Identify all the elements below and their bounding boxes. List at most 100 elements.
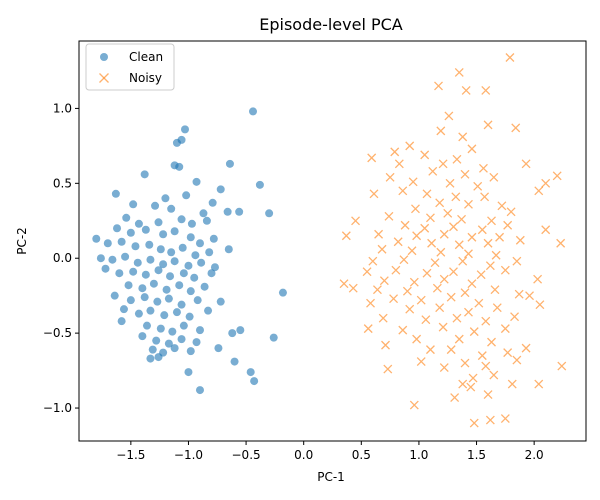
noisy-point <box>477 225 487 235</box>
noisy-point <box>556 238 566 248</box>
noisy-point <box>378 313 388 323</box>
noisy-point <box>362 267 372 277</box>
clean-point <box>113 224 122 233</box>
clean-point <box>184 261 193 270</box>
noisy-point <box>500 265 510 275</box>
clean-point <box>195 239 204 248</box>
clean-point <box>117 317 126 326</box>
noisy-point <box>409 400 419 410</box>
clean-point <box>185 312 194 321</box>
noisy-point <box>416 357 426 367</box>
noisy-point <box>436 247 446 257</box>
clean-point <box>172 138 181 147</box>
clean-point <box>159 260 168 269</box>
x-tick-label: 0.0 <box>294 448 313 462</box>
clean-point <box>192 338 201 347</box>
plot-frame <box>78 40 587 442</box>
noisy-point <box>491 250 501 260</box>
clean-point <box>153 297 162 306</box>
clean-point <box>166 272 175 281</box>
noisy-point <box>394 159 404 169</box>
clean-point <box>146 306 155 315</box>
noisy-point <box>525 291 534 301</box>
clean-point <box>186 347 195 356</box>
noisy-point <box>460 169 470 179</box>
clean-point <box>115 269 124 278</box>
noisy-point <box>381 340 390 350</box>
noisy-point <box>408 177 418 187</box>
noisy-point <box>458 379 468 389</box>
clean-point <box>142 321 151 330</box>
noisy-point <box>477 351 487 361</box>
clean-point <box>159 230 168 239</box>
clean-point <box>160 311 169 320</box>
noisy-point <box>483 120 493 130</box>
clean-point <box>202 216 211 225</box>
clean-point <box>131 242 140 251</box>
clean-point <box>184 368 193 377</box>
noisy-point <box>454 240 464 250</box>
noisy-point <box>500 414 510 423</box>
legend: Clean Noisy <box>85 43 175 91</box>
clean-point <box>208 198 217 207</box>
clean-point <box>193 296 202 305</box>
clean-point <box>177 300 186 309</box>
noisy-point <box>473 181 483 191</box>
clean-point <box>191 251 200 260</box>
clean-point <box>140 170 149 179</box>
noisy-point <box>487 337 496 347</box>
clean-point <box>164 294 173 303</box>
noisy-point <box>435 198 445 208</box>
noisy-point <box>557 361 567 371</box>
noisy-point <box>430 258 440 268</box>
clean-point <box>141 270 150 279</box>
noisy-point <box>476 270 486 280</box>
noisy-point <box>439 229 449 239</box>
noisy-point <box>412 334 422 344</box>
clean-point <box>236 326 245 335</box>
x-tick-label: −1.5 <box>116 448 145 462</box>
noisy-point <box>460 288 470 298</box>
clean-point <box>129 200 138 209</box>
noisy-point <box>541 225 551 235</box>
clean-point <box>190 273 199 282</box>
noisy-point <box>348 283 358 293</box>
clean-point <box>117 237 126 246</box>
noisy-point <box>533 274 543 284</box>
clean-point <box>186 233 195 242</box>
x-tick-label: 1.0 <box>409 448 428 462</box>
y-tick-label: 0.5 <box>53 176 72 190</box>
clean-point <box>149 279 158 288</box>
noisy-point <box>467 279 477 289</box>
noisy-point <box>363 324 373 334</box>
noisy-point <box>458 256 468 266</box>
noisy-point <box>512 355 522 365</box>
legend-noisy-marker <box>99 73 109 83</box>
clean-point <box>210 263 219 272</box>
clean-point <box>177 215 186 224</box>
noisy-point <box>444 111 454 121</box>
noisy-point <box>454 334 464 344</box>
clean-point <box>138 284 147 293</box>
noisy-point <box>436 126 446 136</box>
x-tick-label: 0.5 <box>352 448 371 462</box>
noisy-point <box>412 231 422 241</box>
clean-point <box>170 257 179 266</box>
noisy-point <box>389 294 399 304</box>
noisy-point <box>454 68 464 77</box>
noisy-point <box>552 171 562 181</box>
noisy-point <box>339 279 349 289</box>
noisy-point <box>485 415 495 425</box>
clean-point <box>145 240 154 249</box>
clean-point <box>126 296 135 305</box>
noisy-point <box>427 238 437 248</box>
noisy-point <box>469 327 479 337</box>
clean-point <box>119 305 128 314</box>
noisy-point <box>466 382 476 392</box>
clean-point <box>186 287 195 296</box>
clean-point <box>200 282 209 291</box>
clean-point <box>209 234 218 243</box>
noisy-point <box>490 285 500 295</box>
clean-point <box>121 252 130 261</box>
clean-point <box>177 335 186 344</box>
